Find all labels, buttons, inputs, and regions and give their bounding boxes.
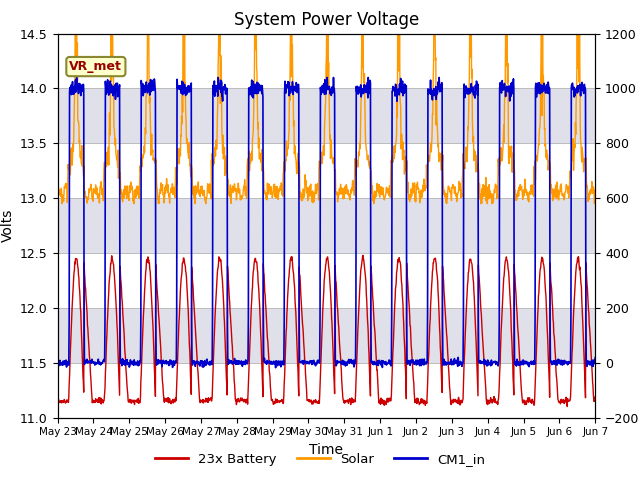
- Bar: [58, 88, 595, 144]
- X-axis label: Time: Time: [309, 443, 344, 457]
- Text: VR_met: VR_met: [69, 60, 122, 73]
- Bar: [58, 308, 595, 363]
- Legend: 23x Battery, Solar, CM1_in: 23x Battery, Solar, CM1_in: [149, 447, 491, 471]
- Y-axis label: Volts: Volts: [1, 209, 15, 242]
- Bar: [58, 198, 595, 253]
- Title: System Power Voltage: System Power Voltage: [234, 11, 419, 29]
